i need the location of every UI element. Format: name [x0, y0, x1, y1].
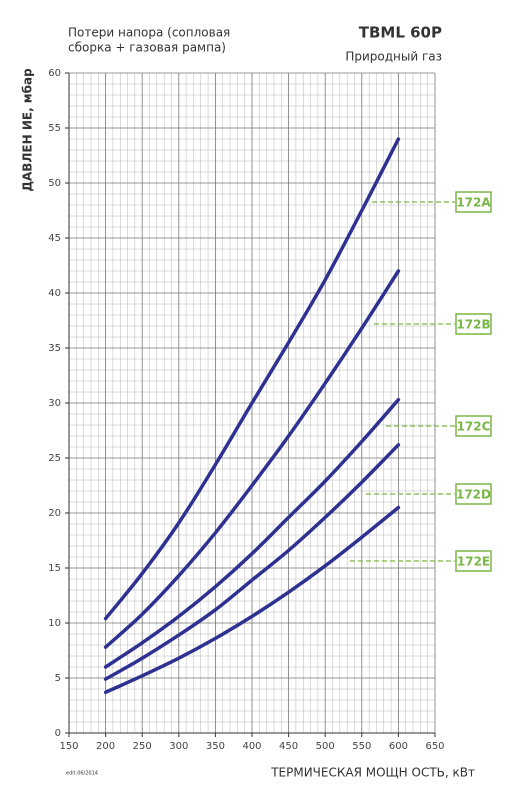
x-tick-label: 300: [169, 741, 188, 752]
series-label: 172E: [457, 555, 490, 569]
x-tick-label: 250: [133, 741, 152, 752]
y-tick-label: 60: [48, 68, 61, 79]
annotation: Потери напора (сопловая: [68, 26, 230, 40]
chart-title: TBML 60P: [359, 24, 442, 42]
x-tick-label: 450: [279, 741, 298, 752]
x-tick-label: 650: [425, 741, 444, 752]
x-tick-label: 150: [59, 741, 78, 752]
footnote: edit.06/2014: [66, 771, 98, 777]
y-tick-label: 10: [48, 618, 61, 629]
y-tick-label: 35: [48, 343, 61, 354]
y-tick-label: 0: [55, 728, 61, 739]
series-label-box: [455, 550, 492, 572]
x-tick-label: 600: [389, 741, 408, 752]
y-tick-label: 45: [48, 233, 61, 244]
y-tick-label: 55: [48, 123, 61, 134]
x-tick-label: 500: [316, 741, 335, 752]
series-line: [103, 137, 401, 621]
y-tick-label: 50: [48, 178, 61, 189]
series-label-box: [455, 313, 492, 335]
y-tick-label: 30: [48, 398, 61, 409]
x-tick-label: 400: [242, 741, 261, 752]
x-tick-label: 200: [96, 741, 115, 752]
x-axis-label: ТЕРМИЧЕСКАЯ МОЩН ОСТЬ, кВт: [270, 766, 475, 780]
series-label-box: [455, 415, 492, 437]
y-axis-label: ДАВЛЕН ИЕ, мбар: [21, 68, 35, 192]
series-label-box: [455, 191, 492, 213]
y-tick-label: 20: [48, 508, 61, 519]
series-label: 172A: [456, 196, 491, 210]
y-tick-label: 15: [48, 563, 61, 574]
y-tick-label: 5: [55, 673, 61, 684]
series-label-box: [455, 483, 492, 505]
series-label: 172C: [457, 420, 491, 434]
series-line: [103, 269, 401, 649]
chart-subtitle: Природный газ: [345, 50, 442, 64]
x-tick-label: 350: [206, 741, 225, 752]
y-tick-label: 40: [48, 288, 61, 299]
annotation: сборка + газовая рампа): [68, 41, 226, 55]
series-label: 172D: [456, 488, 491, 502]
x-tick-label: 550: [352, 741, 371, 752]
series-line: [103, 397, 401, 669]
series-label: 172B: [456, 318, 490, 332]
y-tick-label: 25: [48, 453, 61, 464]
series-line: [103, 505, 401, 695]
series-line: [103, 443, 401, 681]
